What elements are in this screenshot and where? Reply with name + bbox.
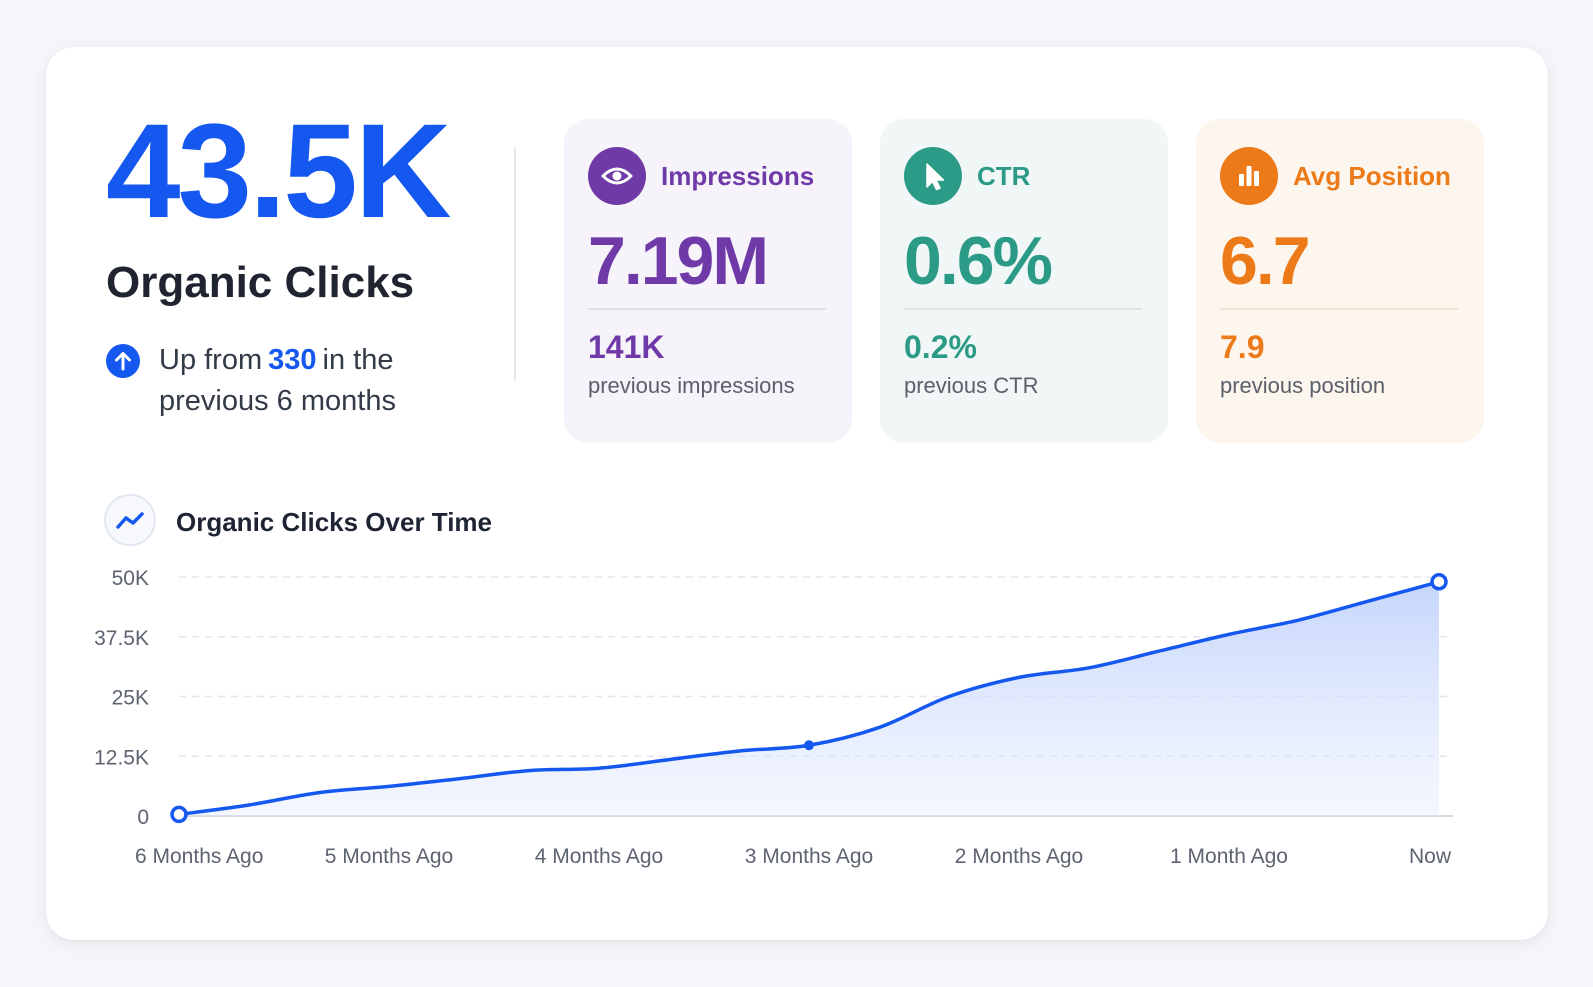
organic-clicks-chart: 0 12.5K 25K 37.5K 50K 6 Months Ago 5 Months A… xyxy=(94,567,1453,868)
cursor-icon xyxy=(904,147,962,205)
ctr-previous-label: previous CTR xyxy=(904,373,1039,398)
impressions-value: 7.19M xyxy=(588,223,769,299)
ctr-divider xyxy=(904,308,1142,310)
avg-position-value: 6.7 xyxy=(1220,223,1311,299)
y-tick-label: 50K xyxy=(112,567,149,590)
avg-position-previous-label: previous position xyxy=(1220,373,1386,398)
ctr-card: CTR 0.6% 0.2% previous CTR xyxy=(880,119,1168,443)
x-tick-label: 5 Months Ago xyxy=(325,845,453,868)
data-point[interactable] xyxy=(170,805,188,824)
data-point[interactable] xyxy=(804,740,814,751)
x-tick-label: 4 Months Ago xyxy=(535,845,663,868)
data-point[interactable] xyxy=(1430,573,1448,591)
y-tick-label: 25K xyxy=(112,687,149,710)
vertical-divider xyxy=(514,147,516,381)
x-tick-label: 2 Months Ago xyxy=(955,845,1083,868)
avg-position-divider xyxy=(1220,308,1458,310)
trend-line-icon xyxy=(104,494,156,546)
avg-position-previous: 7.9 xyxy=(1220,329,1265,365)
trend-prefix: Up from xyxy=(159,344,263,376)
y-tick-label: 12.5K xyxy=(94,746,149,769)
chart-title: Organic Clicks Over Time xyxy=(176,507,492,537)
impressions-previous: 141K xyxy=(588,329,665,365)
x-tick-label: 6 Months Ago xyxy=(135,845,263,868)
ctr-value: 0.6% xyxy=(904,223,1053,299)
organic-clicks-value: 43.5K xyxy=(106,97,452,246)
arrow-up-icon xyxy=(106,344,140,378)
ctr-title: CTR xyxy=(977,161,1031,191)
avg-position-card: Avg Position 6.7 7.9 previous position xyxy=(1196,119,1484,443)
organic-clicks-label: Organic Clicks xyxy=(106,258,415,307)
y-tick-label: 37.5K xyxy=(94,627,149,650)
trend-text: Up from 330 in the previous 6 months xyxy=(159,340,469,422)
impressions-previous-label: previous impressions xyxy=(588,373,795,398)
bar-chart-icon xyxy=(1220,147,1278,205)
y-tick-label: 0 xyxy=(137,806,149,829)
x-tick-label: Now xyxy=(1409,845,1452,868)
impressions-title: Impressions xyxy=(661,161,815,191)
impressions-divider xyxy=(588,308,826,310)
impressions-card: Impressions 7.19M 141K previous impressi… xyxy=(564,119,852,443)
ctr-previous: 0.2% xyxy=(904,329,977,365)
trend-suffix: in the previous 6 months xyxy=(159,344,396,417)
x-tick-label: 1 Month Ago xyxy=(1170,845,1288,868)
avg-position-title: Avg Position xyxy=(1293,161,1451,191)
clicks-area xyxy=(179,581,1439,816)
x-tick-label: 3 Months Ago xyxy=(745,845,873,868)
trend-value: 330 xyxy=(268,344,317,376)
eye-icon xyxy=(588,147,646,205)
dashboard-card: 43.5K Organic Clicks Up from 330 in the pr… xyxy=(46,47,1548,940)
